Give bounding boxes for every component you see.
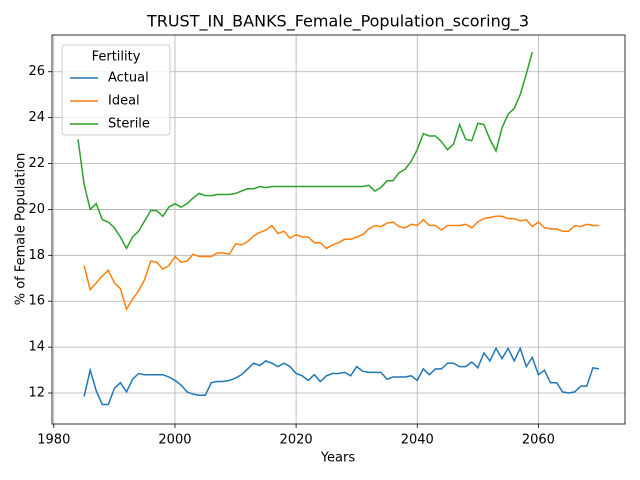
x-tick-label: 2020 bbox=[280, 433, 313, 448]
y-tick-label: 12 bbox=[28, 386, 45, 401]
x-axis-label: Years bbox=[320, 451, 356, 466]
y-axis-label: % of Female Population bbox=[14, 153, 29, 306]
legend-label: Actual bbox=[108, 71, 149, 86]
y-tick-label: 24 bbox=[28, 110, 45, 125]
legend-label: Ideal bbox=[108, 94, 140, 109]
y-tick-label: 14 bbox=[28, 340, 45, 355]
y-tick-label: 16 bbox=[28, 294, 45, 309]
line-series bbox=[83, 215, 599, 312]
x-tick-label: 2040 bbox=[401, 433, 434, 448]
x-tick-label: 2000 bbox=[158, 433, 191, 448]
legend-label: Sterile bbox=[108, 117, 150, 132]
x-tick-label: 2060 bbox=[522, 433, 555, 448]
x-tick-label: 1980 bbox=[37, 433, 70, 448]
y-tick-label: 22 bbox=[28, 156, 45, 171]
y-tick-label: 26 bbox=[28, 64, 45, 79]
line-series bbox=[83, 346, 600, 406]
line-series bbox=[77, 52, 534, 250]
chart-title: TRUST_IN_BANKS_Female_Population_scoring… bbox=[146, 12, 529, 32]
plot-frame bbox=[51, 34, 626, 425]
legend: Fertility Actual Ideal Sterile bbox=[61, 44, 171, 136]
legend-box bbox=[61, 44, 171, 136]
y-tick-label: 18 bbox=[28, 248, 45, 263]
y-tick-label: 20 bbox=[28, 202, 45, 217]
legend-title: Fertility bbox=[92, 50, 141, 65]
